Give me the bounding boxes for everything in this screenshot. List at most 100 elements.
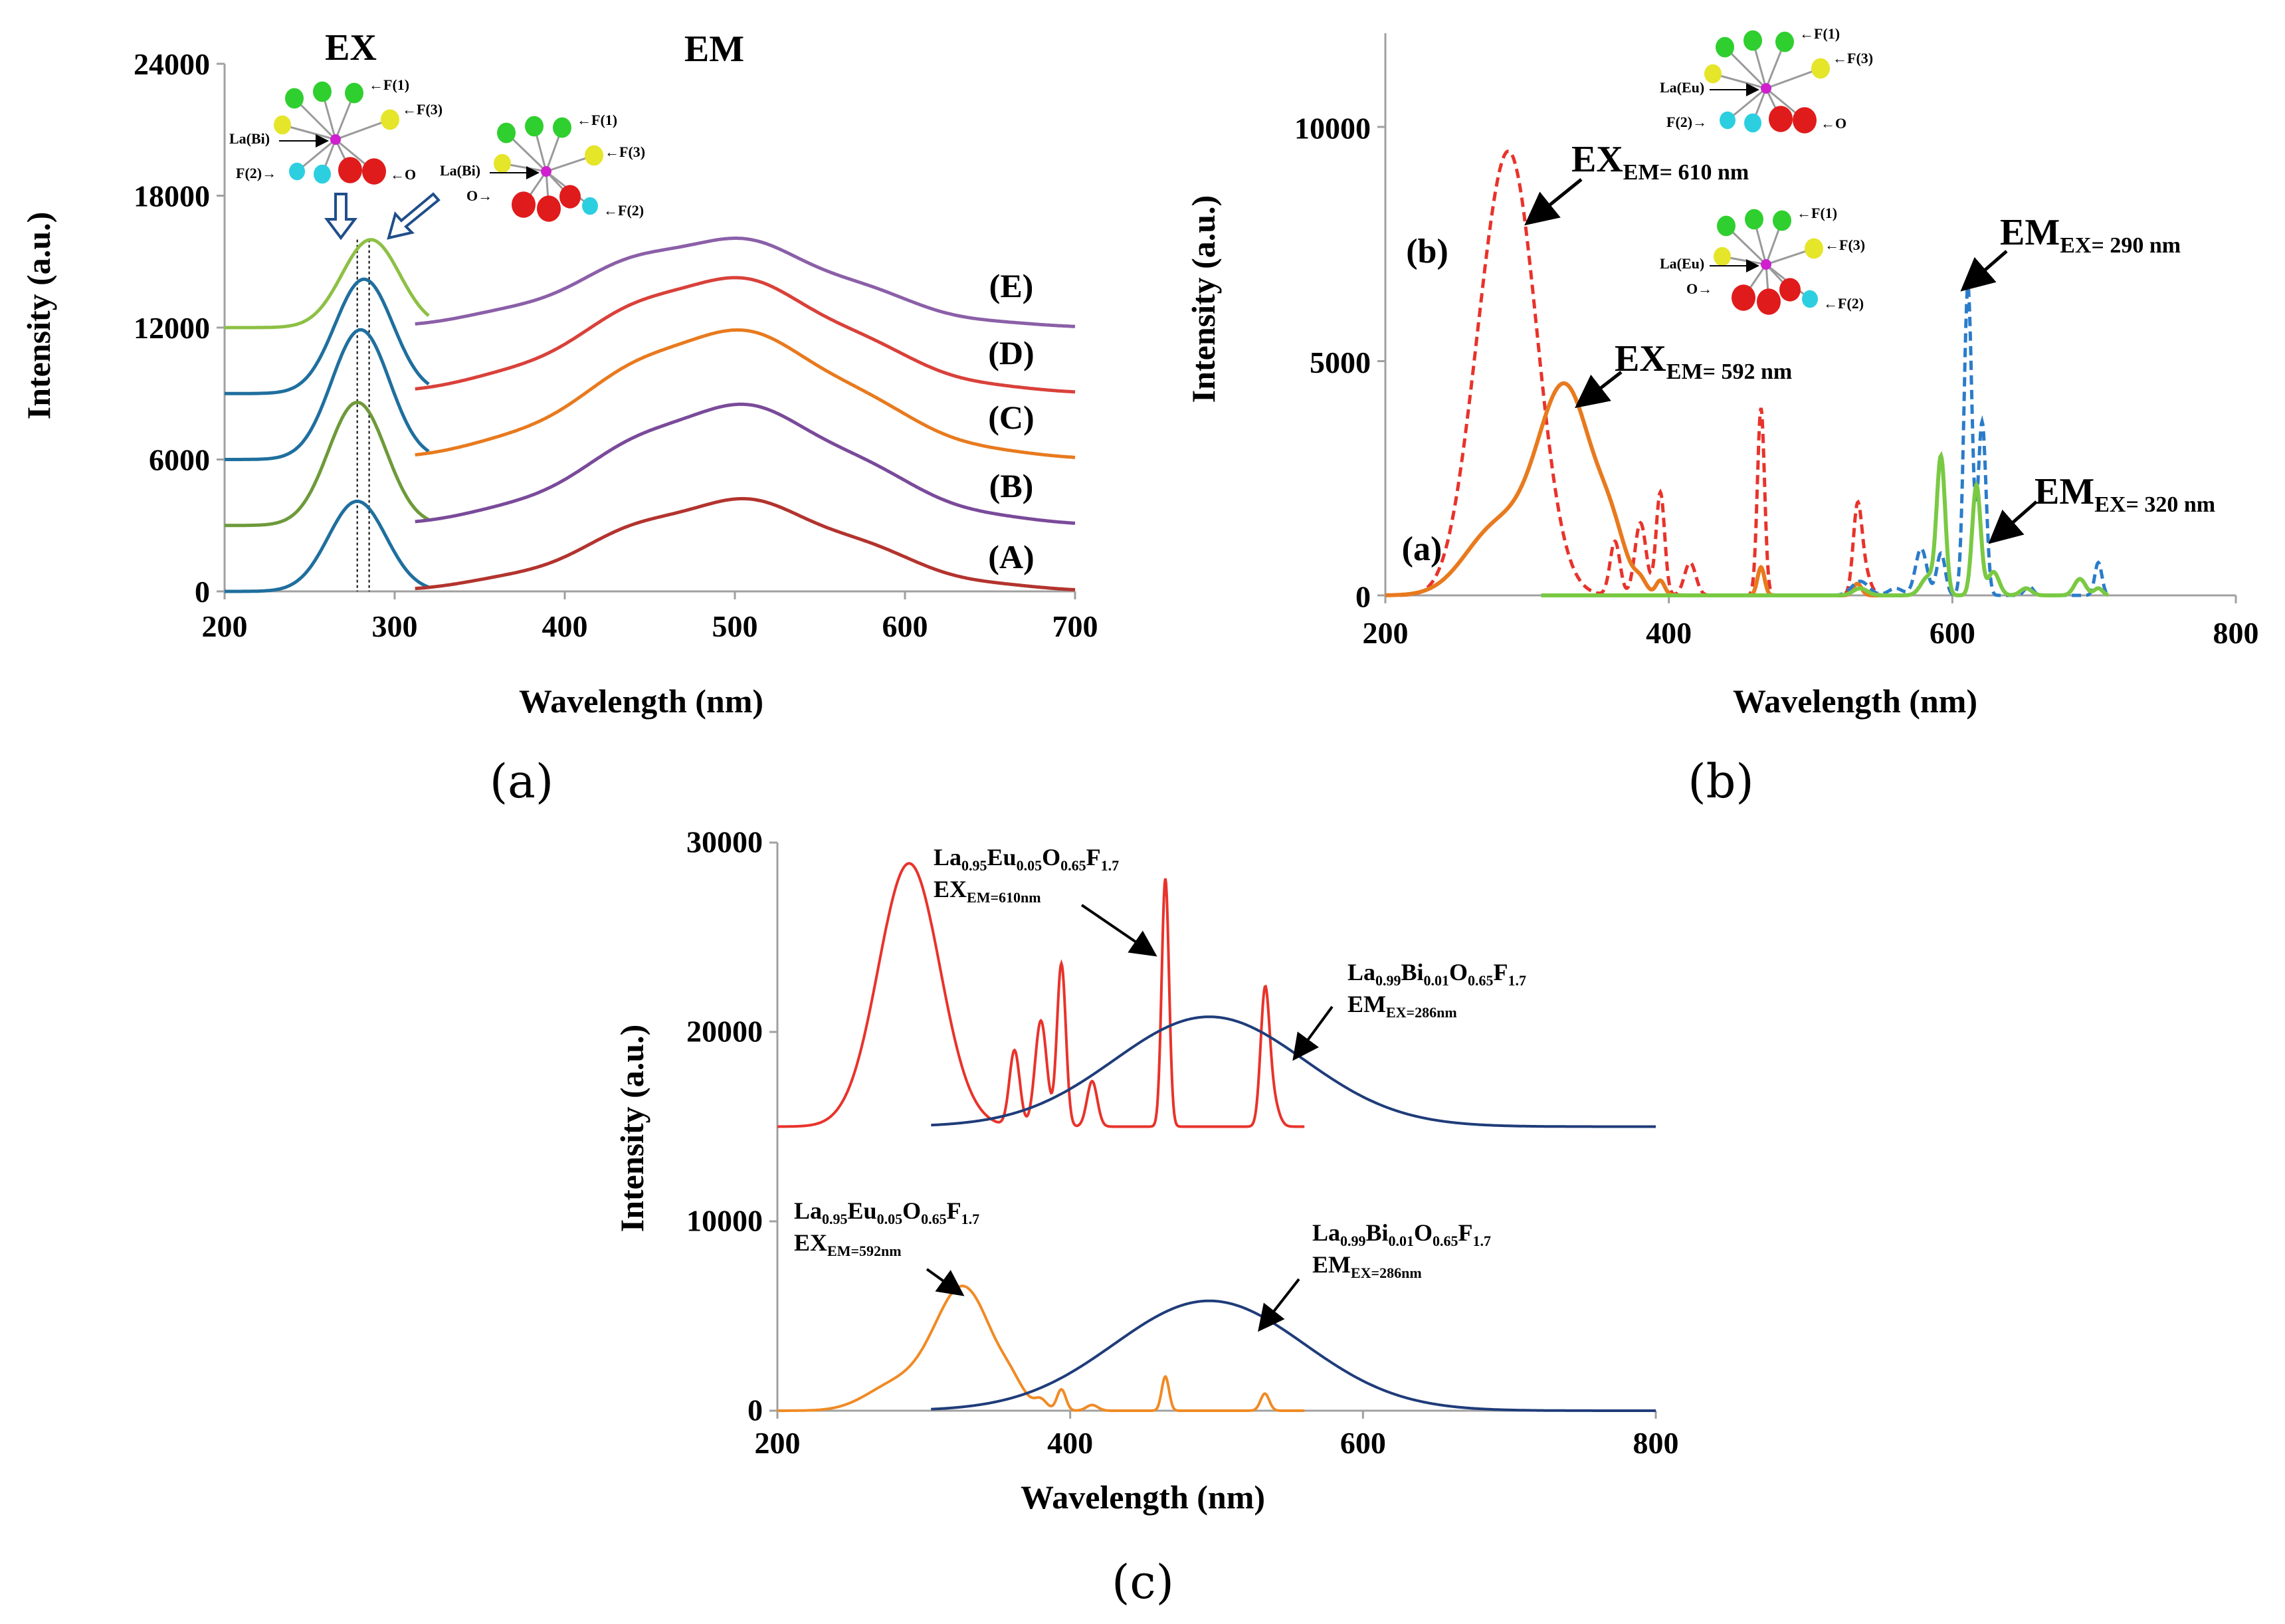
panel-a-series-label-C: (C) [988,399,1034,436]
panel-a-inset-2-center-label: La(Bi) [440,162,480,179]
panel-b-curve-3 [1541,451,2109,597]
panel-a-series-label-E: (E) [989,267,1034,304]
panel-b-series [1385,150,2110,597]
panel-c-annotation-label-3: EMEX=286nm [1312,1251,1422,1281]
panel-b-inset-2-atom [1802,290,1818,308]
panel-c-annotation-label-1: EMEX=286nm [1347,991,1457,1021]
panel-a-inset-1-label-2: F(2)→ [236,165,276,181]
panel-b-inset-2-label-0: ←F(1) [1797,205,1837,221]
panel-a-inset-1-label-1: ←F(3) [402,101,443,118]
panel-a-inset-2-label-2: O→ [466,187,492,204]
panel-c-annotation-label-0: EXEM=610nm [934,876,1041,906]
panel-b-arrow-ex610 [1524,178,1583,226]
panel-b-annotation-ex610-sub: EM= 610 nm [1623,160,1749,185]
panel-c-xtick-label: 600 [1340,1426,1386,1460]
panel-b-arrow-em290 [1960,250,2008,292]
panel-c-curve-1 [931,1015,1656,1128]
panel-a-xtick-label: 500 [712,609,758,643]
panel-a-inset-1-atom [338,157,362,183]
panel-b-inset-1-center-atom [1761,83,1771,94]
panel-a-series [225,237,1076,593]
panel-b-annotation-em320-main: EM [2035,471,2094,512]
panel-b-ytick-label: 10000 [1294,112,1371,146]
panel-b-inset-1-atom [1704,64,1722,84]
panel-a-inset-2-atom [494,153,511,173]
panel-c-axes: 0 10000 20000 30000 200 400 600 800 [686,825,1679,1460]
panel-a-inset-1-atom [314,164,331,184]
panel-a-ex-curve-3 [225,277,430,395]
panel-b-annotation-ex592: EXEM= 592 nm [1615,338,1792,384]
panel-a-series-label-B: (B) [989,467,1034,504]
panel-b-inset-2-label-1: ←F(3) [1825,237,1865,253]
panel-b-annotation-em290-main: EM [2000,212,2060,253]
panel-a-inset-1-bond [296,138,336,173]
panel-a-em-label: EM [684,29,744,70]
panel-a-em-curve-3 [415,276,1076,394]
panel-b-inset-1-atom [1744,113,1761,133]
panel-c-annotation-formula-1: La0.99Bi0.01O0.65F1.7 [1347,959,1526,989]
panel-a-inset-1-bond [335,118,391,141]
panel-b-inset-2-atom [1805,238,1823,259]
panel-a-xlabel: Wavelength (nm) [519,682,763,720]
panel-b-inset-1-atom [1720,111,1736,130]
panel-a-hollow-arrow-2 [387,192,441,240]
panel-b-inset-1-label-0: ←F(1) [1799,25,1840,42]
panel-b-xlabel: Wavelength (nm) [1733,682,1977,720]
panel-a-inset-2-label-3: ←F(2) [603,202,644,219]
panel-b-inset-2-atom [1745,209,1763,230]
panel-c-arrow-ex592 [926,1268,965,1296]
panel-b-xtick-label: 400 [1646,616,1692,650]
panel-c-xtick-label: 200 [755,1426,801,1460]
panel-a-xtick-label: 400 [542,609,588,643]
panel-c-curve-0 [777,862,1305,1128]
panel-c-xlabel: Wavelength (nm) [1021,1478,1265,1516]
panel-c-xtick-label: 800 [1633,1426,1679,1460]
panel-a-hollow-arrow-1 [324,193,357,241]
panel-b-xtick-label: 200 [1363,616,1409,650]
panel-c-curve-3 [931,1299,1656,1412]
panel-b-curve-0 [1385,150,1896,597]
panel-a-axes: 0 6000 12000 18000 24000 200 300 400 500 600 700 [134,47,1098,643]
panel-b-arrow-em320 [1988,500,2038,544]
panel-a-xtick-label: 700 [1052,609,1098,643]
panel-a: 0 6000 12000 18000 24000 200 300 400 500 600 700 E… [20,27,1098,720]
panel-b-inset-1-label-3: ←O [1821,115,1846,132]
panel-b-ylabel: Intensity (a.u.) [1185,195,1222,403]
panel-c-annotation-formula-0: La0.95Eu0.05O0.65F1.7 [934,844,1119,874]
panel-a-inset-1-atom [285,88,304,109]
panel-a-inset-2-label-0: ←F(1) [577,112,617,128]
panel-b-annotation-em320: EMEX= 320 nm [2035,471,2215,517]
panel-b-inset-2-atom [1779,278,1801,302]
panel-a-em-curve-4 [415,237,1076,328]
panel-c-ytick-label: 20000 [686,1015,763,1049]
panel-b-side-label-b: (b) [1406,233,1448,270]
panel-c-ylabel: Intensity (a.u.) [613,1025,650,1233]
caption-c: (c) [1112,1555,1174,1609]
panel-b-annotation-ex610-main: EX [1571,139,1623,180]
caption-a: (a) [490,754,553,809]
panel-a-inset-1-atom [313,81,332,102]
panel-b-ytick-label: 0 [1355,580,1371,614]
panel-b-annotation-ex592-main: EX [1615,338,1666,379]
panel-c-series [777,862,1656,1412]
panel-b-side-label-a: (a) [1402,530,1442,568]
panel-b-inset-2-center-atom [1761,259,1771,270]
panel-c-ytick-label: 30000 [686,825,763,859]
panel-a-inset-2-center-atom [541,166,551,177]
panel-a-inset-1-center-label: La(Bi) [229,130,270,147]
panel-b-inset-1-bond [1727,87,1767,122]
panel-b-inset-molecule-2: La(Eu) ←F(1) ←F(3) O→ ←F(2) [1660,205,1865,315]
panel-c-ytick-label: 10000 [686,1204,763,1238]
panel-a-inset-2-atom [497,122,516,144]
panel-b-axes: 0 5000 10000 200 400 600 800 [1294,33,2259,650]
panel-a-inset-2-atom [525,116,544,137]
panel-b-inset-2-atom [1714,247,1731,266]
panel-b-annotation-ex610: EXEM= 610 nm [1571,139,1749,185]
panel-b-inset-1-label-2: F(2)→ [1666,114,1707,130]
panel-b-annotation-ex592-sub: EM= 592 nm [1666,359,1792,384]
panel-b-inset-1-atom [1811,58,1830,79]
panel-c-arrow-em286-bottom [1258,1278,1300,1332]
panel-b-annotation-em290: EMEX= 290 nm [2000,212,2181,258]
panel-a-ex-label: EX [325,27,377,68]
